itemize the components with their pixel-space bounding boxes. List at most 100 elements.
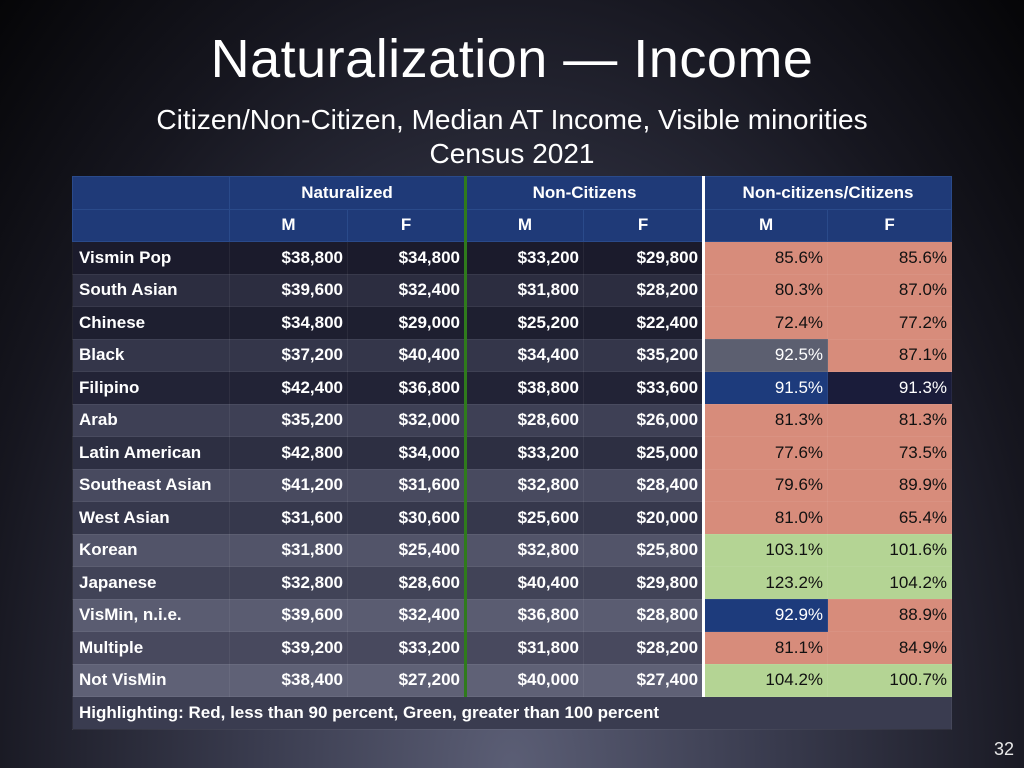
ratio-cell: 80.3% (703, 273, 829, 307)
income-cell: $25,200 (465, 306, 585, 340)
income-cell: $31,800 (465, 273, 585, 307)
row-label: West Asian (72, 501, 230, 535)
ratio-cell: 89.9% (827, 468, 953, 502)
income-cell: $32,800 (465, 533, 585, 567)
sub-header-f: F (346, 208, 468, 242)
ratio-cell: 85.6% (703, 241, 829, 275)
income-cell: $29,800 (583, 566, 706, 600)
ratio-header: Non-citizens/Citizens (703, 176, 953, 210)
income-cell: $38,800 (465, 371, 585, 405)
page-number: 32 (993, 739, 1014, 759)
row-label: VisMin, n.i.e. (72, 598, 230, 632)
income-cell: $42,800 (229, 436, 348, 470)
income-cell: $35,200 (229, 403, 348, 437)
sub-header-row: M F M F M F (72, 208, 953, 242)
income-cell: $32,800 (465, 468, 585, 502)
row-label: Black (72, 338, 230, 372)
slide-title: Naturalization — Income (210, 29, 814, 89)
ratio-cell: 72.4% (703, 306, 829, 340)
income-cell: $33,200 (346, 631, 468, 665)
income-cell: $34,000 (346, 436, 468, 470)
income-cell: $31,600 (346, 468, 468, 502)
table-row: Filipino $42,400 $36,800 $38,800 $33,600 91.5… (72, 371, 953, 405)
ratio-cell: 123.2% (703, 566, 829, 600)
ratio-cell: 92.9% (703, 598, 829, 632)
ratio-cell: 103.1% (703, 533, 829, 567)
income-cell: $34,800 (229, 306, 348, 340)
income-cell: $28,400 (583, 468, 706, 502)
income-cell: $28,800 (583, 598, 706, 632)
ratio-cell: 79.6% (703, 468, 829, 502)
ratio-cell: 87.0% (827, 273, 953, 307)
subtitle-line-2: Census 2021 (429, 138, 595, 169)
ratio-cell: 91.5% (703, 371, 829, 405)
income-cell: $32,400 (346, 598, 468, 632)
income-cell: $42,400 (229, 371, 348, 405)
ratio-cell: 81.0% (703, 501, 829, 535)
table-row: Vismin Pop $38,800 $34,800 $33,200 $29,800 85… (72, 241, 953, 275)
table-row: West Asian $31,600 $30,600 $25,600 $20,000 81… (72, 501, 953, 535)
row-label: Arab (72, 403, 230, 437)
row-label: Latin American (72, 436, 230, 470)
income-cell: $41,200 (229, 468, 348, 502)
income-cell: $26,000 (583, 403, 706, 437)
sub-header-f: F (827, 208, 953, 242)
income-cell: $33,600 (583, 371, 706, 405)
corner-header-cell (72, 176, 230, 210)
income-cell: $38,800 (229, 241, 348, 275)
income-cell: $28,200 (583, 631, 706, 665)
ratio-cell: 91.3% (827, 371, 953, 405)
income-cell: $27,400 (583, 663, 706, 697)
table-row: Not VisMin $38,400 $27,200 $40,000 $27,400 10… (72, 663, 953, 697)
ratio-cell: 92.5% (703, 338, 829, 372)
table-row: Black $37,200 $40,400 $34,400 $35,200 92.5% 87… (72, 338, 953, 372)
group-header-row: Naturalized Non-Citizens Non-citizens/Ci… (72, 176, 953, 210)
income-cell: $32,000 (346, 403, 468, 437)
highlighting-footnote: Highlighting: Red, less than 90 percent,… (71, 696, 953, 730)
ratio-cell: 73.5% (827, 436, 953, 470)
ratio-cell: 81.1% (703, 631, 829, 665)
ratio-cell: 104.2% (703, 663, 829, 697)
income-cell: $31,800 (229, 533, 348, 567)
income-cell: $34,400 (465, 338, 585, 372)
income-cell: $25,600 (465, 501, 585, 535)
footnote-row: Highlighting: Red, less than 90 percent,… (71, 696, 953, 730)
income-cell: $36,800 (465, 598, 585, 632)
table-row: VisMin, n.i.e. $39,600 $32,400 $36,800 $28,8… (72, 598, 953, 632)
table-row: Multiple $39,200 $33,200 $31,800 $28,200 81.1… (72, 631, 953, 665)
income-cell: $38,400 (229, 663, 348, 697)
income-cell: $28,600 (346, 566, 468, 600)
non-citizens-header: Non-Citizens (465, 176, 706, 210)
income-cell: $32,400 (346, 273, 468, 307)
row-label: Southeast Asian (72, 468, 230, 502)
income-cell: $34,800 (346, 241, 468, 275)
table-row: Chinese $34,800 $29,000 $25,200 $22,400 72.4%… (72, 306, 953, 340)
ratio-cell: 81.3% (827, 403, 953, 437)
sub-header-m: M (229, 208, 348, 242)
table-row: Latin American $42,800 $34,000 $33,200 $25,0… (72, 436, 953, 470)
row-label: Chinese (72, 306, 230, 340)
row-label: Vismin Pop (72, 241, 230, 275)
income-cell: $25,400 (346, 533, 468, 567)
ratio-cell: 100.7% (827, 663, 953, 697)
ratio-cell: 77.6% (703, 436, 829, 470)
ratio-cell: 101.6% (827, 533, 953, 567)
income-cell: $40,400 (346, 338, 468, 372)
income-cell: $31,800 (465, 631, 585, 665)
income-cell: $39,600 (229, 273, 348, 307)
ratio-cell: 84.9% (827, 631, 953, 665)
slide-subtitle: Citizen/Non-Citizen, Median AT Income, V… (0, 103, 1024, 171)
ratio-cell: 77.2% (827, 306, 953, 340)
income-cell: $30,600 (346, 501, 468, 535)
table-row: Japanese $32,800 $28,600 $40,400 $29,800 123.… (72, 566, 953, 600)
ratio-cell: 104.2% (827, 566, 953, 600)
row-label: Japanese (72, 566, 230, 600)
income-cell: $37,200 (229, 338, 348, 372)
income-cell: $32,800 (229, 566, 348, 600)
income-cell: $20,000 (583, 501, 706, 535)
income-cell: $29,800 (583, 241, 706, 275)
naturalized-header: Naturalized (228, 176, 468, 210)
ratio-cell: 87.1% (827, 338, 953, 372)
income-cell: $29,000 (346, 306, 468, 340)
income-cell: $22,400 (583, 306, 706, 340)
